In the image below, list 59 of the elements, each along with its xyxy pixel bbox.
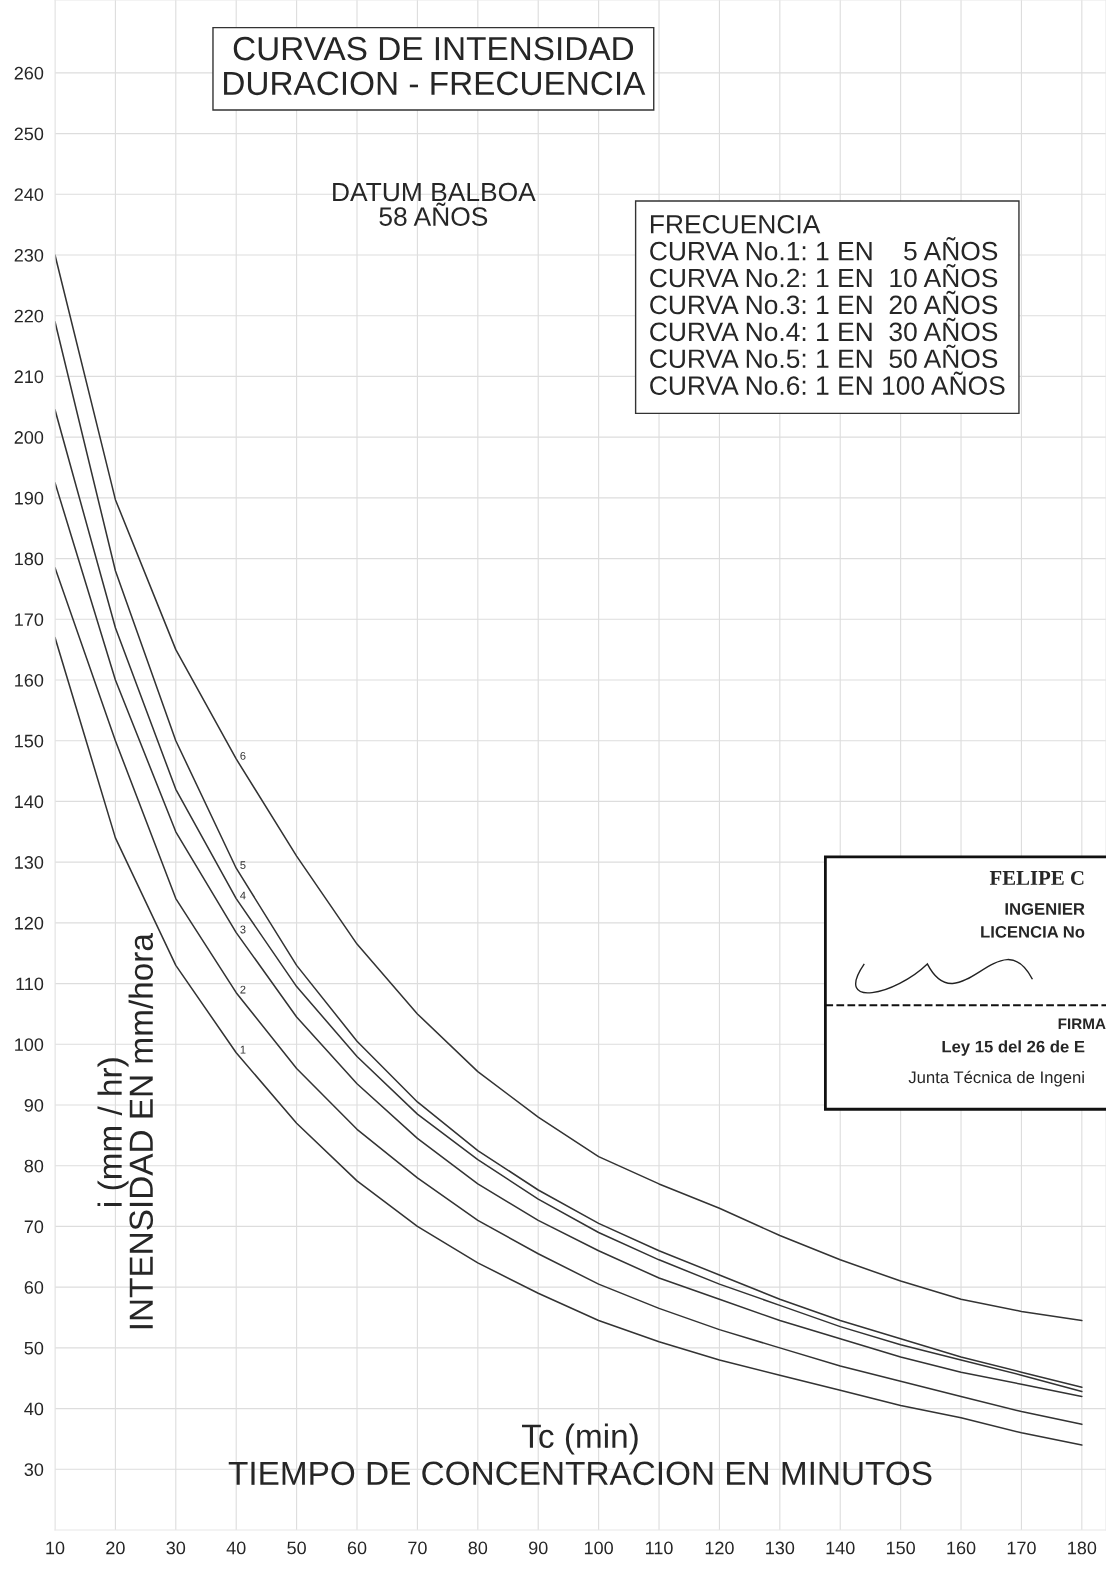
y-tick-label: 130 bbox=[15, 856, 44, 869]
annotation: Ley 15 del 26 de E bbox=[942, 1040, 1085, 1056]
annotation: FRECUENCIA CURVA No.1: 1 EN 5 AÑOS CURVA No.2: 1 EN 10 AÑOS CURVA No.3: 1 EN 20 AÑOS CURVA No.4: 1 EN 30 AÑOS CURVA No.5: 1 EN 50 AÑOS CURVA No.6: 1 EN 100 AÑOS bbox=[650, 214, 1005, 395]
text: DATUM BALBOA 58 AÑOS bbox=[333, 182, 536, 226]
y-tick-label: 70 bbox=[24, 1220, 44, 1234]
y-tick-label: 210 bbox=[14, 370, 44, 384]
y-tick-label: 250 bbox=[14, 127, 44, 141]
text: CURVAS DE INTENSIDAD DURACION - FRECUENCIA bbox=[224, 36, 646, 96]
x-tick-label: 90 bbox=[529, 1541, 548, 1555]
y-tick-label: 50 bbox=[24, 1341, 44, 1355]
x-tick-label: 170 bbox=[1007, 1541, 1036, 1555]
y-tick-label: 90 bbox=[24, 1098, 44, 1112]
y-tick-label: 200 bbox=[14, 431, 44, 444]
y-tick-label: 120 bbox=[15, 916, 44, 930]
y-tick-label: 230 bbox=[14, 248, 44, 262]
annotation: Junta Técnica de Ingeni bbox=[908, 1070, 1084, 1087]
y-tick-label: 80 bbox=[24, 1159, 44, 1173]
series-label: 1 bbox=[240, 1045, 246, 1054]
y-tick-label: 170 bbox=[15, 613, 44, 627]
x-axis-title: Tc (min) TIEMPO DE CONCENTRACION EN MINUTOS bbox=[228, 1423, 932, 1486]
x-tick-label: 70 bbox=[408, 1541, 427, 1555]
series-label: 3 bbox=[240, 925, 246, 934]
x-tick-label: 130 bbox=[766, 1541, 795, 1555]
y-tick-label: 100 bbox=[15, 1038, 44, 1052]
x-tick-label: 110 bbox=[646, 1541, 673, 1555]
series-label: 2 bbox=[240, 985, 246, 994]
x-tick-label: 50 bbox=[287, 1541, 306, 1555]
y-tick-label: 220 bbox=[14, 309, 44, 323]
x-tick-label: 10 bbox=[46, 1541, 65, 1555]
y-tick-label: 260 bbox=[14, 66, 44, 80]
y-tick-label: 180 bbox=[15, 552, 44, 566]
x-tick-label: 160 bbox=[947, 1541, 976, 1555]
y-tick-label: 140 bbox=[15, 795, 44, 809]
series-label: 6 bbox=[240, 751, 246, 760]
x-tick-label: 180 bbox=[1068, 1541, 1097, 1555]
x-tick-label: 100 bbox=[584, 1541, 613, 1555]
x-tick-label: 80 bbox=[468, 1541, 488, 1555]
y-tick-label: 240 bbox=[14, 188, 44, 202]
x-tick-label: 30 bbox=[166, 1541, 186, 1555]
x-tick-label: 140 bbox=[826, 1541, 855, 1555]
x-tick-label: 120 bbox=[705, 1541, 734, 1555]
y-tick-label: 160 bbox=[15, 673, 44, 687]
y-tick-label: 60 bbox=[24, 1281, 44, 1294]
x-tick-label: 20 bbox=[106, 1541, 125, 1555]
annotation: FELIPE C bbox=[989, 870, 1084, 885]
x-tick-label: 40 bbox=[226, 1541, 246, 1555]
x-tick-label: 60 bbox=[347, 1541, 367, 1555]
x-tick-label: 150 bbox=[886, 1541, 915, 1555]
series-label: 4 bbox=[240, 891, 246, 900]
annotation: LICENCIA No bbox=[981, 925, 1085, 938]
y-tick-label: 30 bbox=[24, 1463, 44, 1477]
y-tick-label: 150 bbox=[15, 734, 44, 748]
y-tick-label: 40 bbox=[24, 1402, 44, 1416]
series-label: 5 bbox=[240, 861, 246, 870]
y-tick-label: 190 bbox=[15, 491, 44, 505]
y-tick-label: 110 bbox=[16, 977, 44, 991]
y-axis-title: i (mm / hr) INTENSIDAD EN mm/hora bbox=[97, 933, 154, 1329]
annotation: INGENIER bbox=[1005, 903, 1085, 915]
annotation: FIRMA bbox=[1058, 1018, 1106, 1030]
